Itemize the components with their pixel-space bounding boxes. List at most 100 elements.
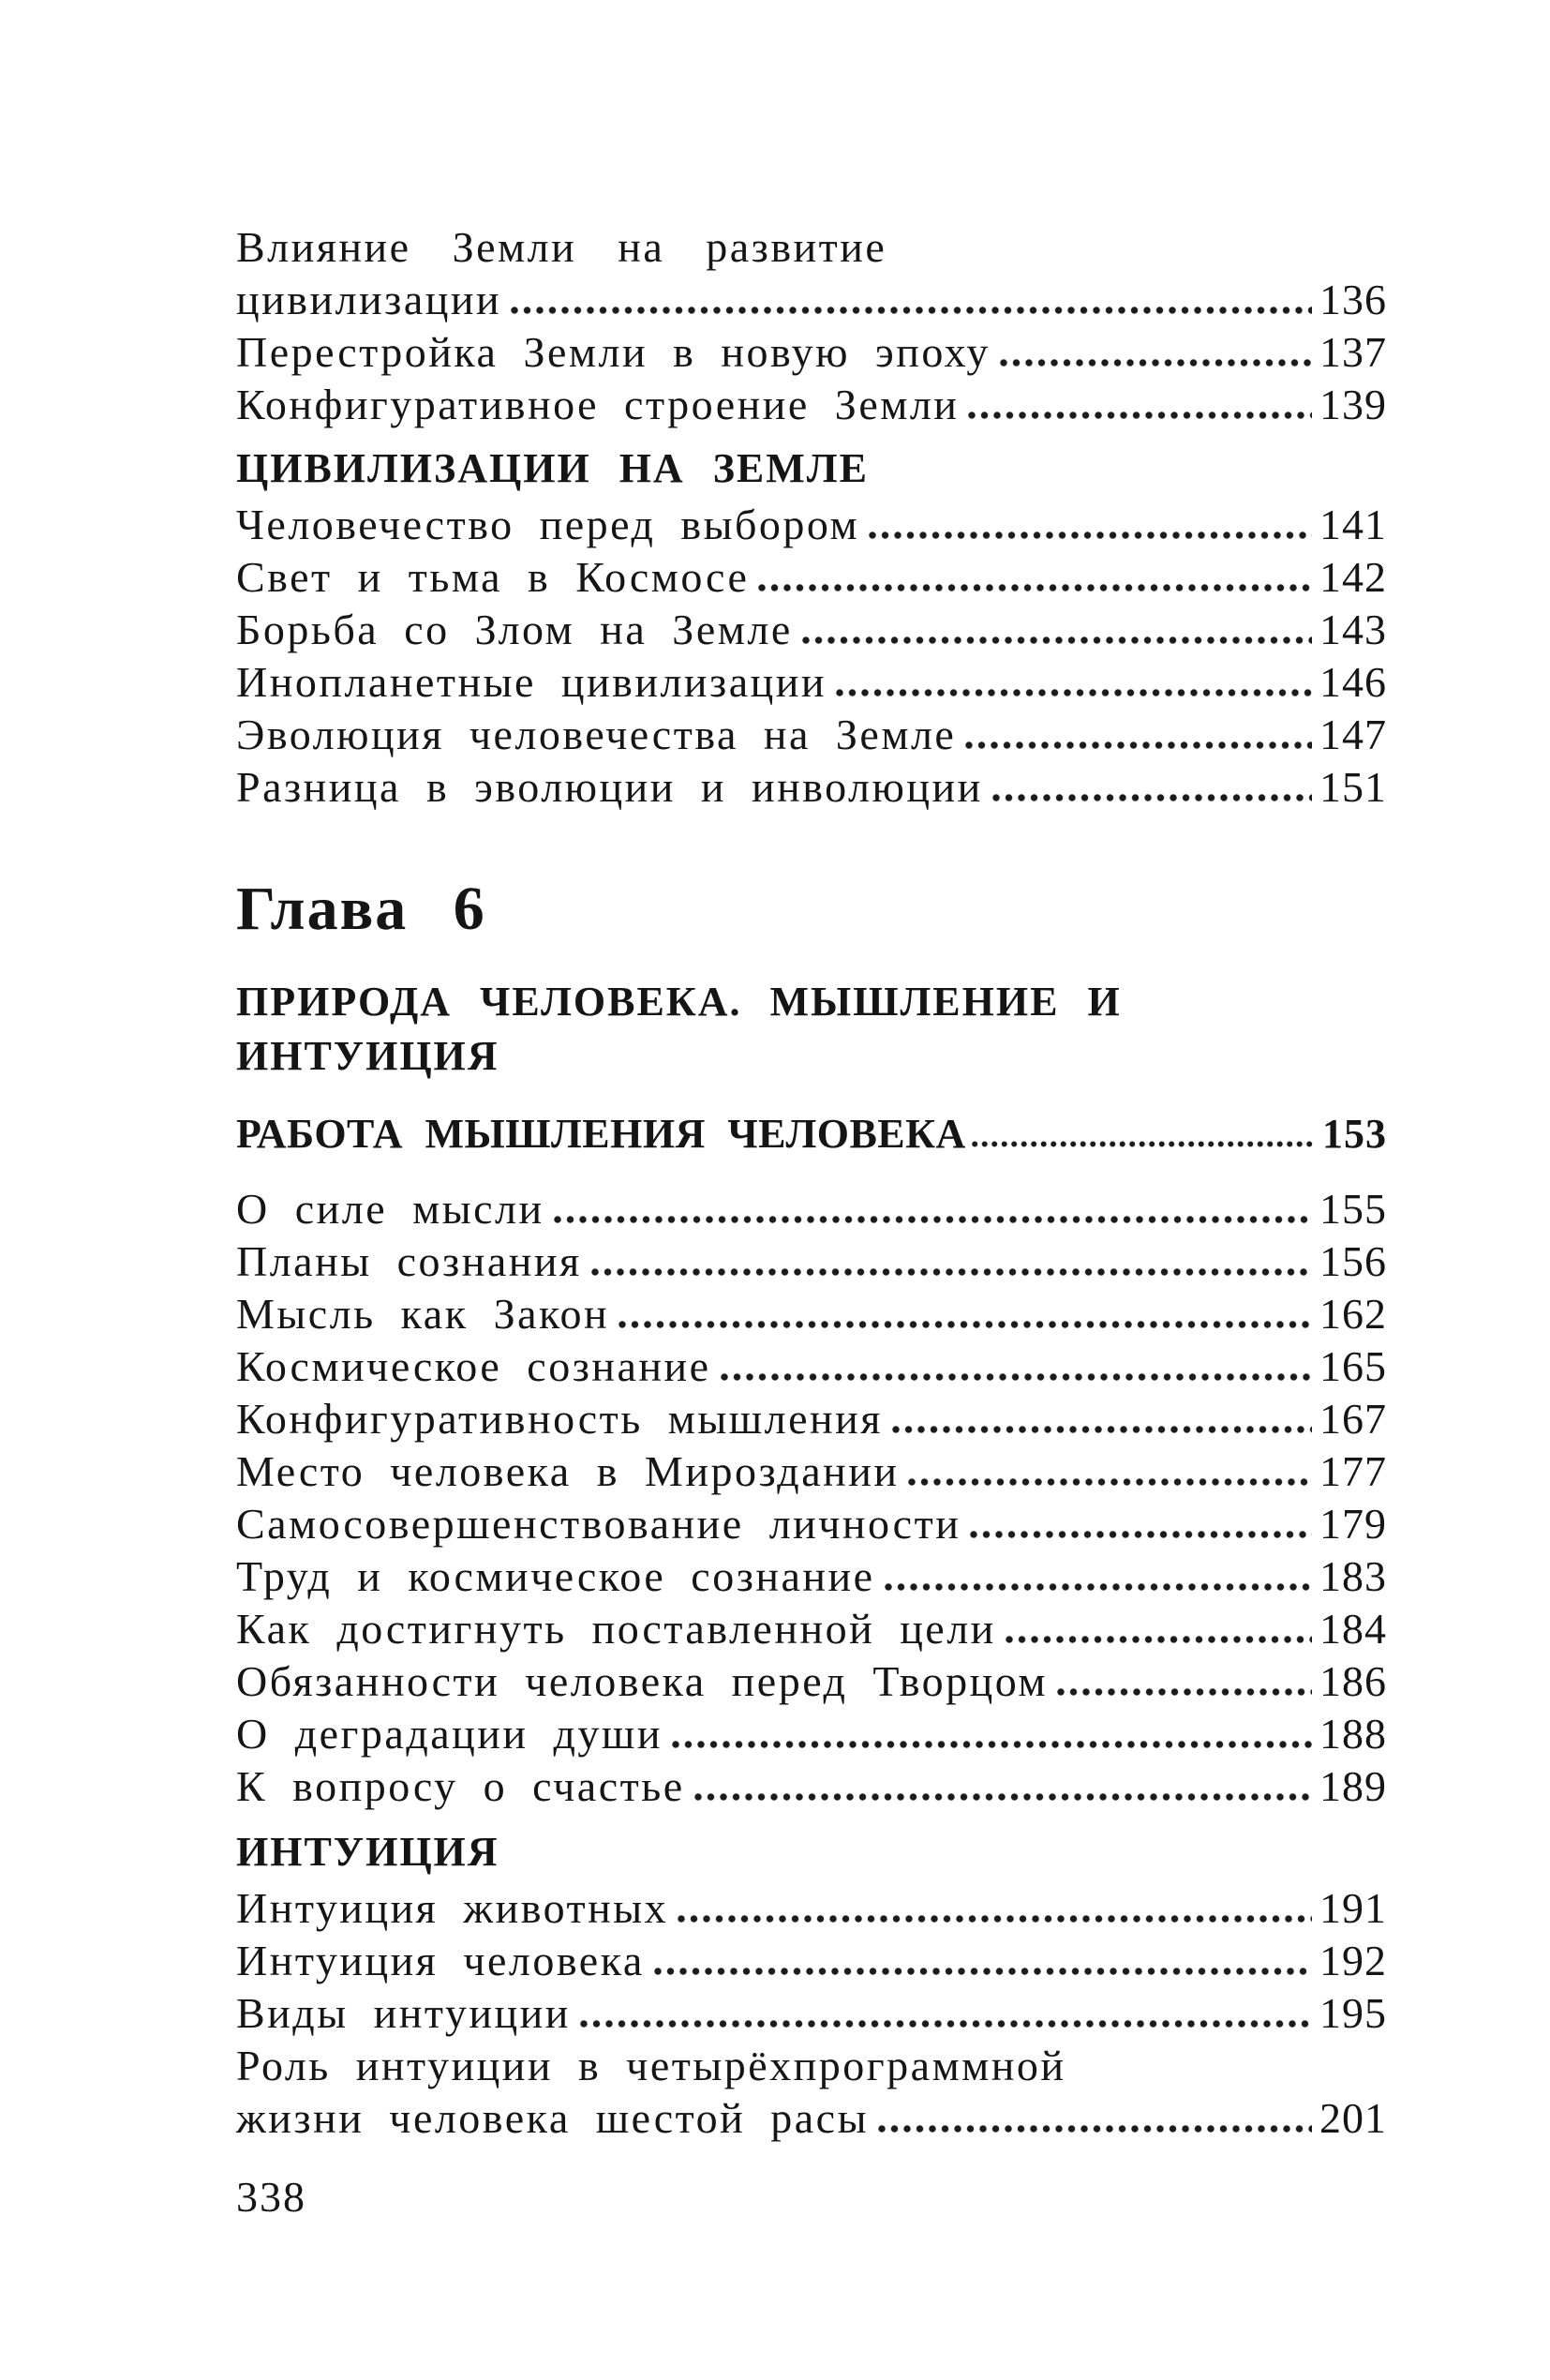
- toc-page-number: 153: [1322, 1111, 1387, 1157]
- toc-entry: Виды интуиции 195: [236, 1987, 1387, 2040]
- dot-leader: [1005, 1636, 1312, 1643]
- toc-entry-title: Влияние Земли на развитие: [236, 223, 887, 271]
- toc-entry: Интуиция человека 192: [236, 1935, 1387, 1987]
- chapter-heading: Глава 6: [236, 875, 486, 943]
- toc-entry: К вопросу о счастье 189: [236, 1760, 1387, 1813]
- toc-entry-title: Перестройка Земли в новую эпоху: [236, 328, 991, 376]
- toc-entry-title: Мысль как Закон: [236, 1290, 610, 1338]
- dot-leader: [590, 1268, 1312, 1276]
- toc-entry: О силе мысли 155: [236, 1183, 1387, 1235]
- toc-entry-title: Инопланетные цивилизации: [236, 658, 827, 706]
- toc-entry: Место человека в Мироздании 177: [236, 1445, 1387, 1498]
- toc-entry: Конфигуративность мышления 167: [236, 1393, 1387, 1445]
- toc-entry: жизни человека шестой расы 201: [236, 2092, 1387, 2145]
- toc-entry: Обязанности человека перед Творцом 186: [236, 1655, 1387, 1708]
- toc-page-number: 141: [1319, 501, 1387, 548]
- book-page-toc: Влияние Земли на развитие цивилизации 13…: [236, 221, 1387, 2145]
- toc-entry: Инопланетные цивилизации 146: [236, 656, 1387, 709]
- toc-entry-title: Труд и космическое сознание: [236, 1552, 875, 1600]
- toc-entry-title: Свет и тьма в Космосе: [236, 553, 750, 601]
- toc-entry: Самосовершенствование личности 179: [236, 1498, 1387, 1550]
- toc-entry: Мысль как Закон 162: [236, 1288, 1387, 1340]
- toc-page-number: 201: [1319, 2094, 1387, 2142]
- toc-page-number: 139: [1319, 381, 1387, 428]
- toc-entry-title: Место человека в Мироздании: [236, 1447, 900, 1495]
- toc-entry-title: Обязанности человека перед Творцом: [236, 1657, 1048, 1705]
- toc-page-number: 184: [1319, 1605, 1387, 1653]
- toc-entry: цивилизации 136: [236, 274, 1387, 326]
- toc-page-number: 188: [1319, 1710, 1387, 1758]
- dot-leader: [884, 1583, 1312, 1591]
- toc-entry-title: Эволюция человечества на Земле: [236, 711, 957, 758]
- dot-leader: [693, 1793, 1312, 1801]
- toc-entry-title: Борьба со Злом на Земле: [236, 606, 793, 653]
- toc-page-number: 162: [1319, 1290, 1387, 1338]
- toc-page-number: 177: [1319, 1447, 1387, 1495]
- toc-page-number: 191: [1319, 1884, 1387, 1932]
- toc-entry-title: Интуиция животных: [236, 1884, 669, 1932]
- toc-page-number: 136: [1319, 276, 1387, 323]
- toc-page-number: 155: [1319, 1185, 1387, 1233]
- toc-page-number: 195: [1319, 1989, 1387, 2037]
- toc-entry: Конфигуративное строение Земли 139: [236, 379, 1387, 431]
- section-heading: ИНТУИЦИЯ: [236, 1829, 499, 1875]
- toc-page-number: 151: [1319, 763, 1387, 811]
- toc-page-number: 156: [1319, 1237, 1387, 1285]
- toc-entry-title: жизни человека шестой расы: [236, 2094, 870, 2142]
- toc-entry-title: Планы сознания: [236, 1237, 582, 1285]
- toc-entry: Космическое сознание 165: [236, 1340, 1387, 1393]
- toc-page-number: 179: [1319, 1500, 1387, 1548]
- toc-entry-title: Космическое сознание: [236, 1342, 711, 1390]
- toc-page-number: 137: [1319, 328, 1387, 376]
- toc-entry-title: Интуиция человека: [236, 1937, 645, 1984]
- toc-entry-title: цивилизации: [236, 276, 502, 323]
- dot-leader: [671, 1741, 1312, 1748]
- toc-page-number: 183: [1319, 1552, 1387, 1600]
- toc-entry-title: Конфигуративное строение Земли: [236, 381, 960, 428]
- dot-leader: [553, 1216, 1312, 1223]
- toc-entry-title: Как достигнуть поставленной цели: [236, 1605, 996, 1653]
- toc-entry: Планы сознания 156: [236, 1235, 1387, 1288]
- toc-entry: О деградации души 188: [236, 1708, 1387, 1760]
- dot-leader: [991, 794, 1312, 801]
- dot-leader: [971, 1141, 1315, 1147]
- toc-page-number: 143: [1319, 606, 1387, 653]
- dot-leader: [801, 636, 1312, 644]
- toc-page-number: 146: [1319, 658, 1387, 706]
- dot-leader: [968, 412, 1312, 419]
- toc-entry: Интуиция животных 191: [236, 1882, 1387, 1935]
- toc-entry: Труд и космическое сознание 183: [236, 1550, 1387, 1603]
- toc-entry: Как достигнуть поставленной цели 184: [236, 1603, 1387, 1655]
- dot-leader: [970, 1531, 1312, 1538]
- page-footer-number: 338: [236, 2173, 306, 2221]
- dot-leader: [891, 1426, 1312, 1433]
- toc-page-number: 165: [1319, 1342, 1387, 1390]
- toc-entry: Перестройка Земли в новую эпоху 137: [236, 326, 1387, 379]
- toc-entry-title: Конфигуративность мышления: [236, 1395, 883, 1443]
- toc-page-number: 167: [1319, 1395, 1387, 1443]
- toc-entry: Влияние Земли на развитие: [236, 221, 1387, 274]
- dot-leader: [678, 1915, 1312, 1923]
- dot-leader: [619, 1321, 1312, 1328]
- toc-page-number: 189: [1319, 1762, 1387, 1810]
- dot-leader: [720, 1373, 1312, 1381]
- toc-page-number: 192: [1319, 1937, 1387, 1984]
- toc-entry-title: О силе мысли: [236, 1185, 544, 1233]
- dot-leader: [869, 531, 1312, 539]
- toc-page-number: 142: [1319, 553, 1387, 601]
- toc-section-entry: РАБОТА МЫШЛЕНИЯ ЧЕЛОВЕКА 153: [236, 1108, 1387, 1160]
- toc-entry: Роль интуиции в четырёхпрограммной: [236, 2040, 1387, 2092]
- toc-entry-title: РАБОТА МЫШЛЕНИЯ ЧЕЛОВЕКА: [236, 1111, 966, 1157]
- dot-leader: [999, 359, 1312, 367]
- dot-leader: [653, 1968, 1312, 1975]
- toc-entry-title: К вопросу о счастье: [236, 1762, 685, 1810]
- toc-entry-title: Роль интуиции в четырёхпрограммной: [236, 2042, 1066, 2089]
- dot-leader: [836, 689, 1312, 696]
- toc-entry: Эволюция человечества на Земле 147: [236, 709, 1387, 761]
- toc-entry-title: Человечество перед выбором: [236, 501, 860, 548]
- toc-page-number: 186: [1319, 1657, 1387, 1705]
- dot-leader: [965, 741, 1312, 749]
- chapter-subtitle: ПРИРОДА ЧЕЛОВЕКА. МЫШЛЕНИЕ И ИНТУИЦИЯ: [236, 975, 1387, 1084]
- toc-entry: Разница в эволюции и инволюции 151: [236, 761, 1387, 814]
- chapter-subtitle-line: ИНТУИЦИЯ: [236, 1033, 499, 1079]
